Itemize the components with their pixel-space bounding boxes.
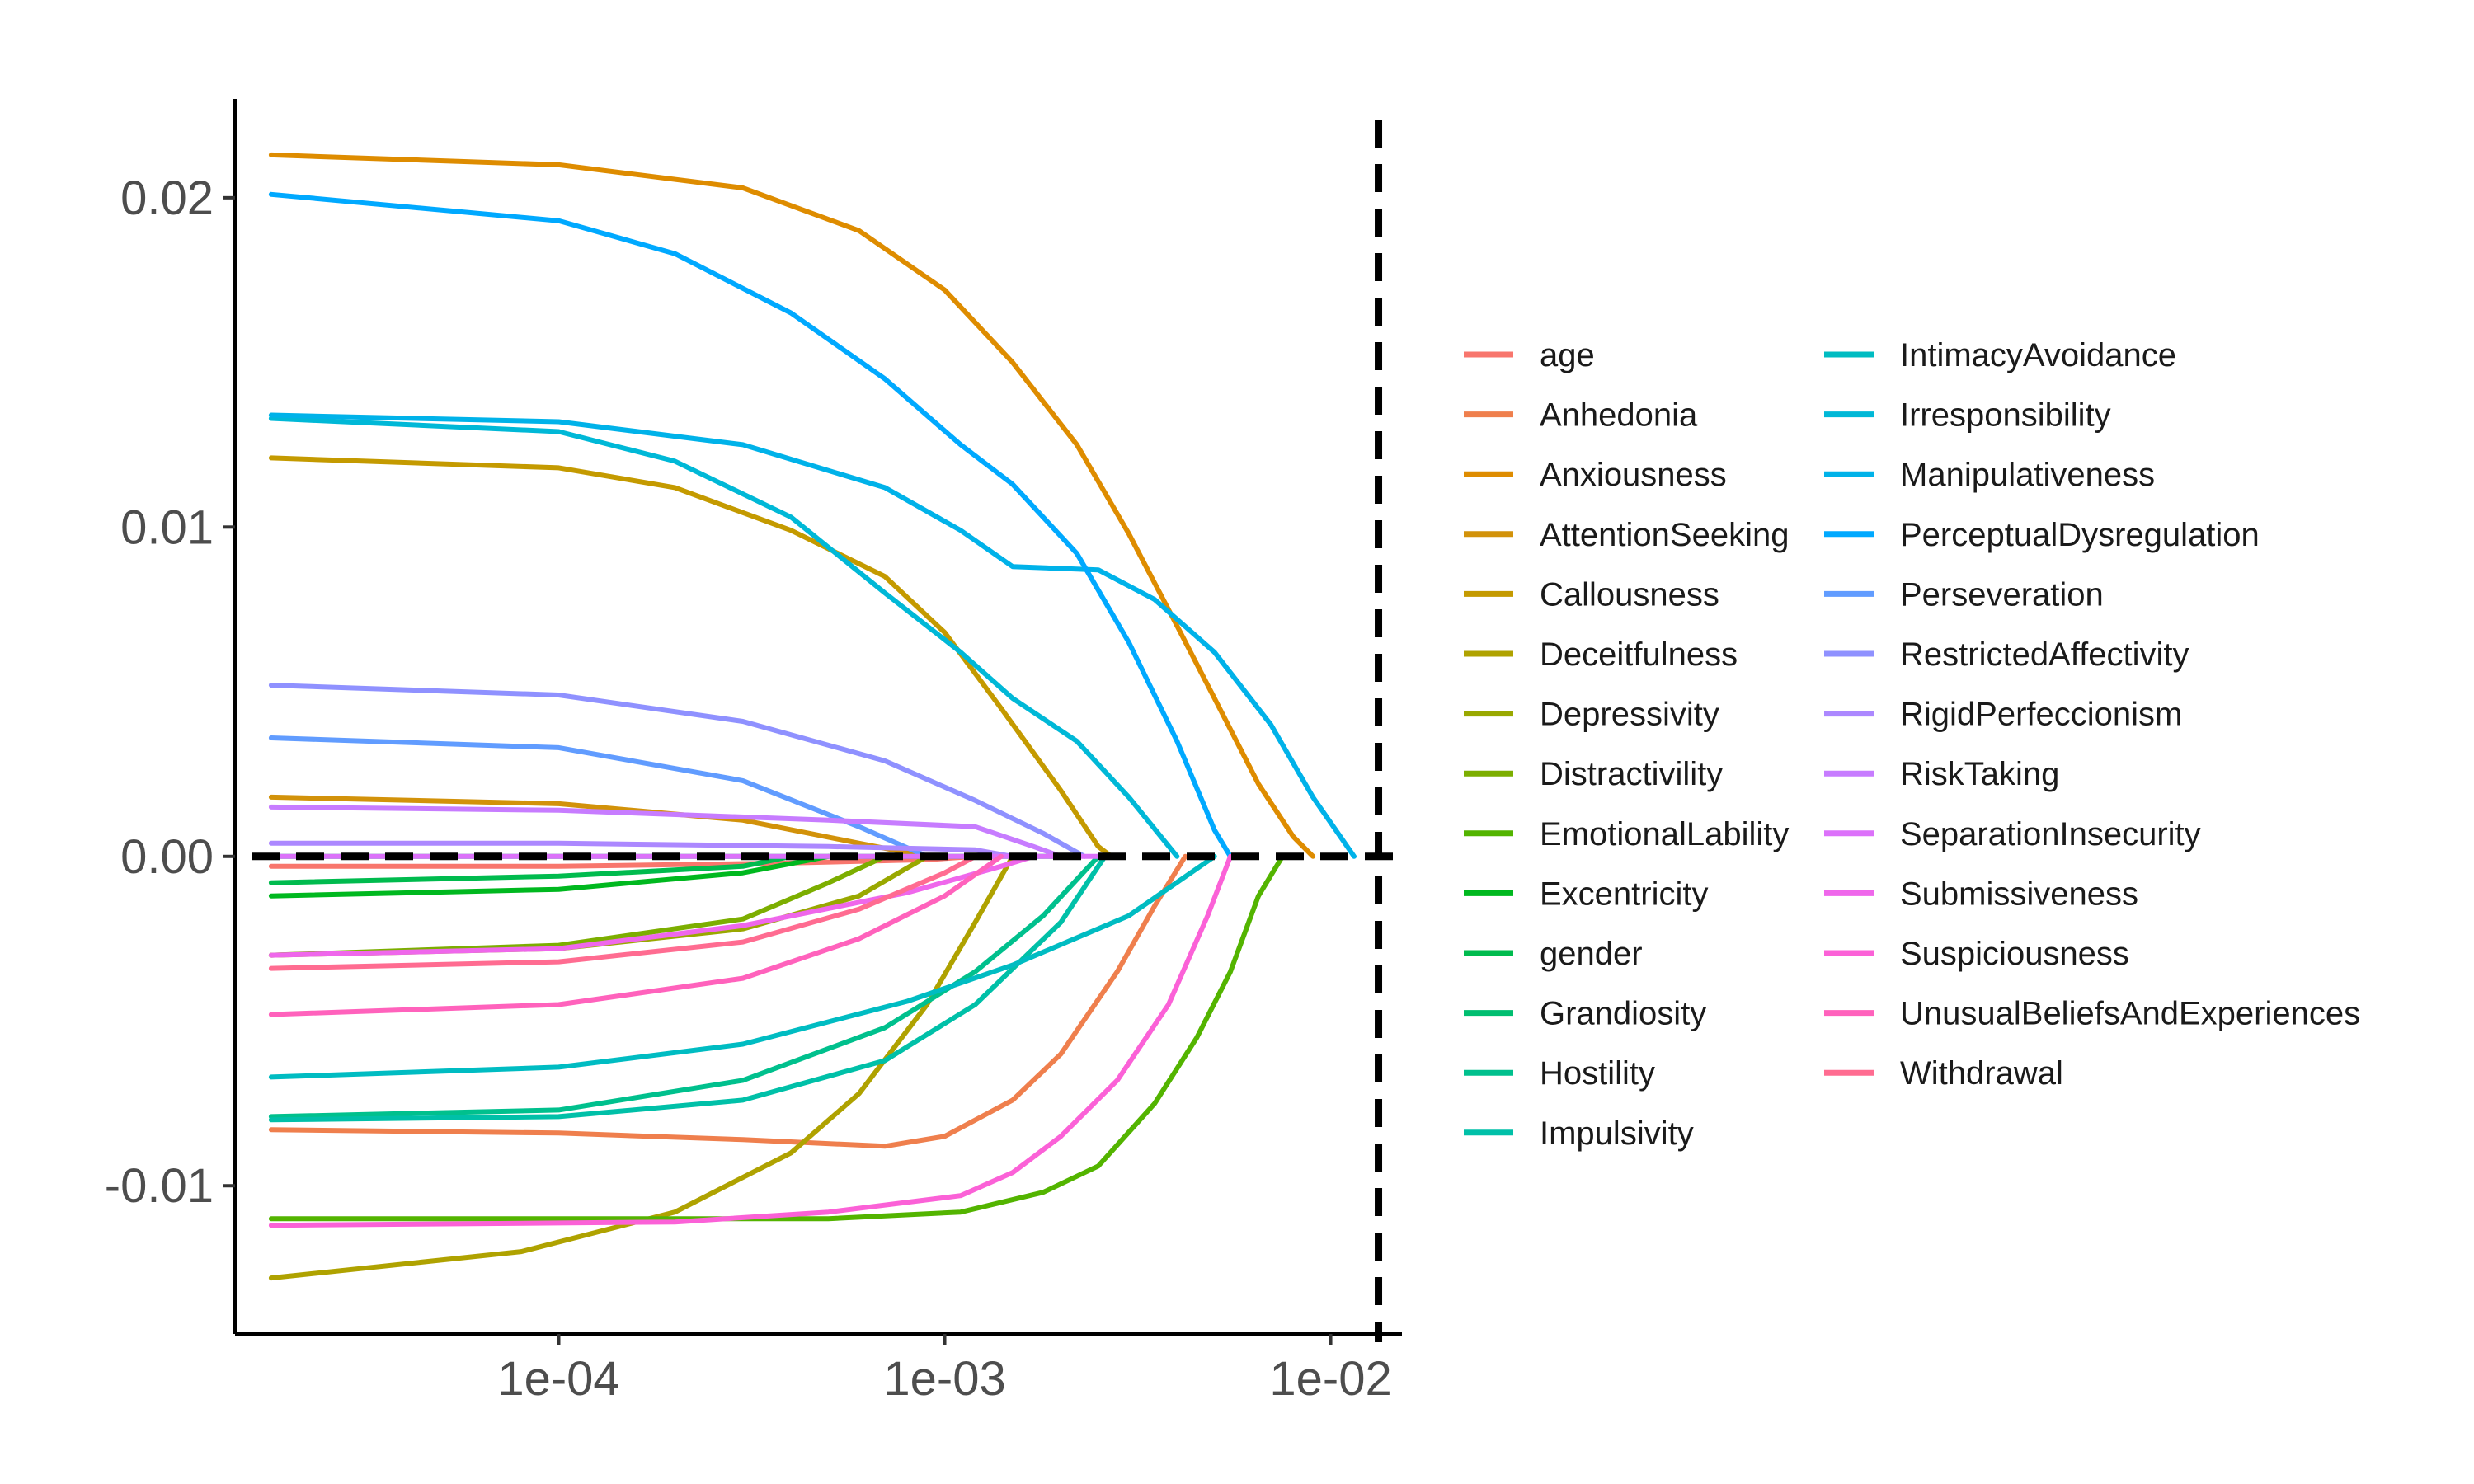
legend-item-anxiousness: Anxiousness xyxy=(1464,457,1727,493)
y-tick-label: 0.00 xyxy=(120,830,214,884)
y-tick-label: 0.01 xyxy=(120,500,214,554)
legend-label: gender xyxy=(1540,936,1643,972)
series-line-suspiciousness xyxy=(268,853,1233,1228)
legend-label: Depressivity xyxy=(1540,697,1719,733)
legend-label: Manipulativeness xyxy=(1900,457,2155,493)
legend-item-irresponsibility: Irresponsibility xyxy=(1824,397,2111,434)
legend-item-attention-seeking: AttentionSeeking xyxy=(1464,517,1789,553)
legend-item-anhedonia: Anhedonia xyxy=(1464,397,1698,434)
legend-item-age: age xyxy=(1464,337,1595,373)
legend-label: PerceptualDysregulation xyxy=(1900,517,2260,553)
legend-item-perceptual-dysregulation: PerceptualDysregulation xyxy=(1824,517,2260,553)
legend-item-gender: gender xyxy=(1464,936,1643,972)
legend-item-intimacy-avoidance: IntimacyAvoidance xyxy=(1824,337,2176,373)
legend-item-emotional-lability: EmotionalLability xyxy=(1464,816,1789,852)
series-line-rigid-perfeccionism xyxy=(268,840,1015,859)
legend-item-depressivity: Depressivity xyxy=(1464,697,1719,733)
legend-label: RiskTaking xyxy=(1900,756,2059,792)
legend-label: EmotionalLability xyxy=(1540,816,1789,852)
legend-item-distractivility: Distractivility xyxy=(1464,756,1723,792)
legend-item-hostility: Hostility xyxy=(1464,1055,1655,1092)
legend-label: Impulsivity xyxy=(1540,1115,1694,1152)
axes: 0.02 0.01 0.00 -0.01 1e-04 1e-03 1e-02 xyxy=(105,99,1402,1406)
series-line-anxiousness xyxy=(268,152,1316,859)
legend-label: SeparationInsecurity xyxy=(1900,816,2201,852)
legend-label: Excentricity xyxy=(1540,876,1709,912)
series-line-manipulativeness xyxy=(268,412,1357,859)
series-line-restricted-affectivity xyxy=(268,683,1087,859)
legend-item-separation-insecurity: SeparationInsecurity xyxy=(1824,816,2201,852)
series-line-callousness xyxy=(268,455,1114,859)
legend-item-manipulativeness: Manipulativeness xyxy=(1824,457,2155,493)
legend-item-withdrawal: Withdrawal xyxy=(1824,1055,2063,1092)
series-line-deceitfulness xyxy=(268,853,1015,1281)
y-tick-label: 0.02 xyxy=(120,171,214,225)
legend-label: Callousness xyxy=(1540,576,1719,613)
series-lines xyxy=(268,152,1357,1281)
legend-label: Withdrawal xyxy=(1900,1055,2063,1092)
series-line-excentricity xyxy=(268,853,831,899)
legend-item-deceitfulness: Deceitfulness xyxy=(1464,636,1738,673)
legend-label: age xyxy=(1540,337,1595,373)
reference-lines xyxy=(252,120,1400,1342)
legend-label: Anhedonia xyxy=(1540,397,1698,434)
series-line-intimacy-avoidance xyxy=(268,853,1217,1080)
legend-label: RigidPerfeccionism xyxy=(1900,697,2182,733)
series-line-risk-taking xyxy=(268,804,1064,859)
legend-item-callousness: Callousness xyxy=(1464,576,1719,613)
legend-label: Irresponsibility xyxy=(1900,397,2111,434)
series-line-unusual-beliefs-and-experiences xyxy=(268,853,1004,1017)
series-line-anhedonia xyxy=(268,853,1188,1149)
legend-label: Submissiveness xyxy=(1900,876,2138,912)
legend: age Anhedonia Anxiousness AttentionSeeking C… xyxy=(1464,337,2360,1152)
series-line-perseveration xyxy=(268,735,930,859)
legend-item-suspiciousness: Suspiciousness xyxy=(1824,936,2129,972)
legend-item-rigid-perfeccionism: RigidPerfeccionism xyxy=(1824,697,2182,733)
series-line-gender xyxy=(268,853,794,885)
legend-item-risk-taking: RiskTaking xyxy=(1824,756,2059,792)
legend-label: Grandiosity xyxy=(1540,996,1706,1032)
series-line-withdrawal xyxy=(268,853,978,971)
x-tick-label: 1e-04 xyxy=(497,1352,619,1406)
y-tick-label: -0.01 xyxy=(105,1159,214,1213)
legend-label: Deceitfulness xyxy=(1540,636,1738,673)
legend-label: Distractivility xyxy=(1540,756,1723,792)
legend-label: RestrictedAffectivity xyxy=(1900,636,2189,673)
x-tick-label: 1e-02 xyxy=(1269,1352,1391,1406)
series-line-irresponsibility xyxy=(268,416,1180,859)
legend-label: Hostility xyxy=(1540,1055,1655,1092)
legend-item-perseveration: Perseveration xyxy=(1824,576,2104,613)
legend-item-excentricity: Excentricity xyxy=(1464,876,1709,912)
legend-item-submissiveness: Submissiveness xyxy=(1824,876,2138,912)
series-line-perceptual-dysregulation xyxy=(268,191,1233,859)
legend-label: Suspiciousness xyxy=(1900,936,2129,972)
legend-item-unusual-beliefs-and-experiences: UnusualBeliefsAndExperiences xyxy=(1824,996,2360,1032)
legend-item-impulsivity: Impulsivity xyxy=(1464,1115,1694,1152)
series-line-submissiveness xyxy=(268,853,1037,958)
legend-label: AttentionSeeking xyxy=(1540,517,1789,553)
legend-label: IntimacyAvoidance xyxy=(1900,337,2176,373)
series-line-hostility xyxy=(268,853,1101,1120)
legend-item-grandiosity: Grandiosity xyxy=(1464,996,1706,1032)
legend-label: UnusualBeliefsAndExperiences xyxy=(1900,996,2360,1032)
series-line-impulsivity xyxy=(268,853,1108,1123)
legend-label: Perseveration xyxy=(1900,576,2104,613)
legend-label: Anxiousness xyxy=(1540,457,1727,493)
legend-item-restricted-affectivity: RestrictedAffectivity xyxy=(1824,636,2189,673)
x-tick-label: 1e-03 xyxy=(883,1352,1005,1406)
